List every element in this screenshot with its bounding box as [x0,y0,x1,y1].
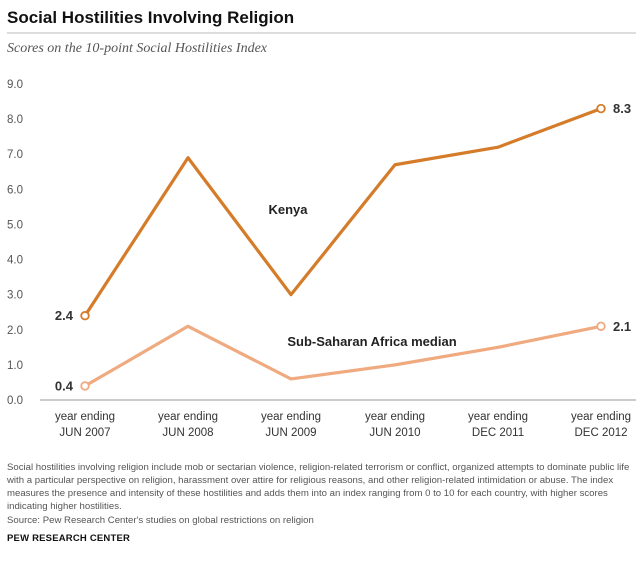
y-tick-label: 7.0 [7,149,23,161]
y-tick-label: 0.0 [7,395,23,407]
series-line-1 [83,324,603,388]
series-point-1 [80,381,90,391]
brand-label: PEW RESEARCH CENTER [7,533,131,544]
x-tick-label: year ending JUN 2009 [261,411,321,439]
y-tick-label: 1.0 [7,360,23,372]
y-tick-label: 4.0 [7,255,23,267]
data-label: 2.1 [613,319,631,334]
y-tick-label: 3.0 [7,290,23,302]
series-point-1 [596,321,606,331]
y-tick-label: 5.0 [7,219,23,231]
series-point-0 [80,311,90,321]
series-name-label: Kenya [268,202,308,217]
line-chart: 0.0 1.0 2.0 3.0 4.0 5.0 6.0 7.0 8.0 9.0 year endin… [7,32,636,439]
x-tick-label: year ending JUN 2010 [365,411,425,439]
y-tick-label: 2.0 [7,325,23,337]
chart-note: Social hostilities involving religion in… [7,462,630,512]
y-tick-label: 8.0 [7,114,23,126]
data-label: 0.4 [55,378,74,393]
chart-source: Source: Pew Research Center's studies on… [7,515,314,526]
y-tick-label: 6.0 [7,184,23,196]
data-label: 2.4 [55,308,74,323]
y-tick-label: 9.0 [7,79,23,91]
data-label: 8.3 [613,101,631,116]
chart-title: Social Hostilities Involving Religion [7,8,295,27]
series-name-label: Sub-Saharan Africa median [287,334,456,349]
chart-subtitle: Scores on the 10-point Social Hostilitie… [7,41,267,56]
series-line-0 [83,106,603,318]
x-tick-label: year ending JUN 2008 [158,411,218,439]
x-tick-label: year ending JUN 2007 [55,411,115,439]
x-tick-label: year ending DEC 2012 [571,411,631,439]
x-tick-label: year ending DEC 2011 [468,411,528,439]
series-point-0 [596,103,606,114]
